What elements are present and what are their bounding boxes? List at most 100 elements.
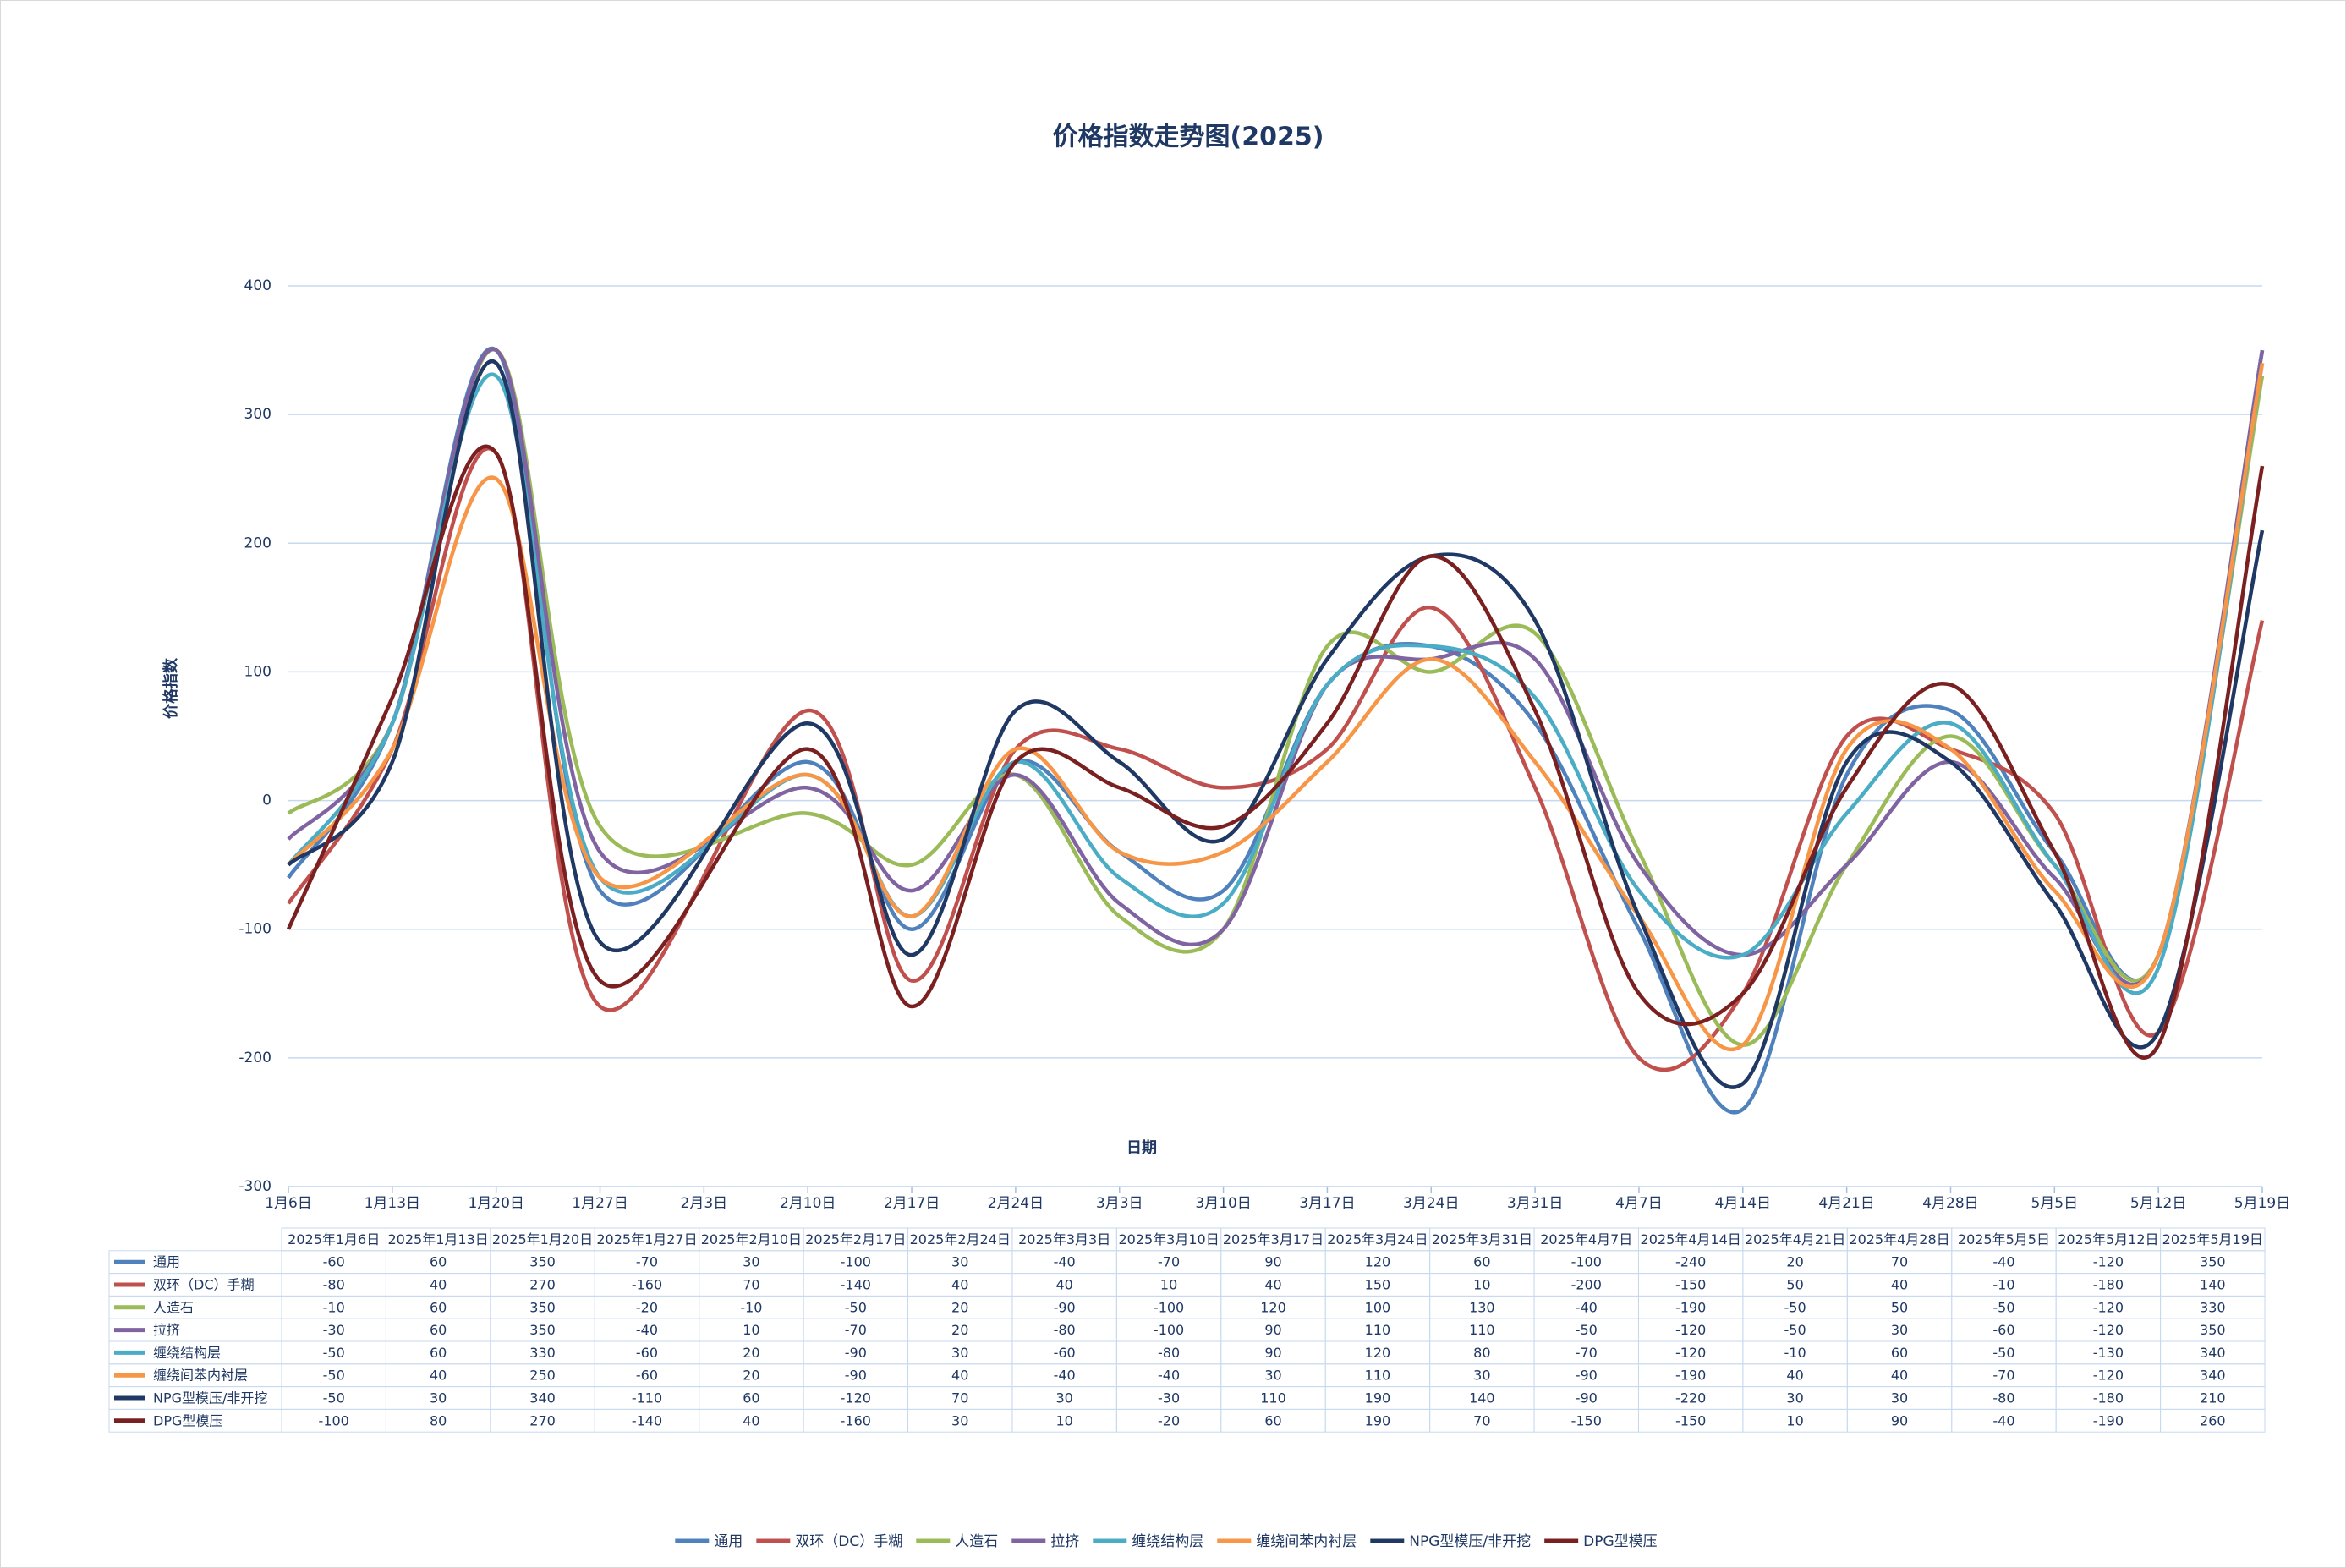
table-header: 2025年4月28日 xyxy=(1849,1231,1949,1247)
table-header: 2025年2月17日 xyxy=(805,1231,906,1247)
table-value: 20 xyxy=(951,1299,968,1315)
table-value: 20 xyxy=(951,1322,968,1338)
table-value: -90 xyxy=(1576,1390,1598,1406)
table-cell xyxy=(2160,1408,2266,1433)
x-tick-label: 1月6日 xyxy=(265,1195,312,1212)
x-tick-label: 4月7日 xyxy=(1615,1195,1663,1212)
table-value: 60 xyxy=(430,1345,447,1361)
table-value: -50 xyxy=(1576,1322,1598,1338)
table-value: -90 xyxy=(845,1368,867,1384)
x-tick-label: 5月19日 xyxy=(2234,1195,2290,1212)
table-value: -50 xyxy=(1992,1345,2014,1361)
table-value: -20 xyxy=(1158,1412,1180,1428)
table-value: 50 xyxy=(1891,1299,1908,1315)
table-value: -60 xyxy=(636,1345,658,1361)
table-header: 2025年3月31日 xyxy=(1432,1231,1532,1247)
table-value: 110 xyxy=(1469,1322,1495,1338)
y-tick-label: 100 xyxy=(244,663,271,680)
x-tick-label: 2月24日 xyxy=(988,1195,1044,1212)
y-tick-label: 0 xyxy=(262,792,271,809)
table-value: 90 xyxy=(1264,1322,1281,1338)
table-value: -80 xyxy=(1992,1390,2014,1406)
x-tick-label: 5月12日 xyxy=(2130,1195,2186,1212)
series-line xyxy=(287,362,2265,1052)
table-header: 2025年5月12日 xyxy=(2058,1231,2158,1247)
table-value: -100 xyxy=(1154,1299,1184,1315)
table-value: -120 xyxy=(841,1390,871,1406)
x-tick-label: 1月20日 xyxy=(468,1195,523,1212)
table-header: 2025年2月10日 xyxy=(701,1231,802,1247)
table-row-header: 缠绕间苯内衬层 xyxy=(153,1368,248,1384)
table-value: -150 xyxy=(1571,1412,1602,1428)
table-value: -150 xyxy=(1675,1277,1706,1293)
table-value: 20 xyxy=(743,1368,759,1384)
legend-label: 缠绕间苯内衬层 xyxy=(1256,1533,1357,1550)
table-value: 120 xyxy=(1365,1345,1391,1361)
table-value: -60 xyxy=(323,1254,345,1270)
table-value: 60 xyxy=(1891,1345,1908,1361)
table-value: -130 xyxy=(2093,1345,2124,1361)
x-tick-label: 2月3日 xyxy=(681,1195,728,1212)
table-value: -60 xyxy=(636,1368,658,1384)
table-value: -40 xyxy=(1158,1368,1180,1384)
table-value: 140 xyxy=(2200,1277,2226,1293)
table-value: 350 xyxy=(2200,1254,2226,1270)
table-value: -50 xyxy=(1992,1299,2014,1315)
legend-label: NPG型模压/非开挖 xyxy=(1409,1533,1531,1550)
table-header: 2025年1月20日 xyxy=(492,1231,593,1247)
table-value: 30 xyxy=(1786,1390,1803,1406)
y-tick-label: 200 xyxy=(244,535,271,551)
table-value: 40 xyxy=(1891,1277,1908,1293)
table-value: 330 xyxy=(2200,1299,2226,1315)
table-value: 190 xyxy=(1365,1390,1391,1406)
legend-label: 双环（DC）手糊 xyxy=(795,1533,902,1550)
table-value: -70 xyxy=(636,1254,658,1270)
table-value: -190 xyxy=(1675,1299,1706,1315)
table-value: 30 xyxy=(1891,1390,1908,1406)
table-value: -70 xyxy=(845,1322,867,1338)
legend-label: 人造石 xyxy=(955,1533,998,1550)
x-tick-label: 3月31日 xyxy=(1507,1195,1563,1212)
table-row-header: 拉挤 xyxy=(153,1322,180,1338)
table-value: 340 xyxy=(2200,1368,2226,1384)
x-tick-label: 4月28日 xyxy=(1922,1195,1978,1212)
table-value: -40 xyxy=(1576,1299,1598,1315)
table-value: 30 xyxy=(951,1254,968,1270)
table-header: 2025年2月24日 xyxy=(910,1231,1011,1247)
table-value: -90 xyxy=(1054,1299,1076,1315)
table-value: 20 xyxy=(1786,1254,1803,1270)
table-value: 70 xyxy=(951,1390,968,1406)
table-value: -40 xyxy=(636,1322,658,1338)
table-value: 330 xyxy=(529,1345,556,1361)
series-line xyxy=(287,362,2265,995)
series-line xyxy=(287,359,2265,1089)
table-value: -10 xyxy=(740,1299,762,1315)
table-value: -120 xyxy=(2093,1299,2124,1315)
table-header: 2025年3月3日 xyxy=(1018,1231,1110,1247)
x-tick-label: 4月21日 xyxy=(1818,1195,1874,1212)
table-value: 30 xyxy=(1891,1322,1908,1338)
y-tick-label: -100 xyxy=(238,921,271,938)
table-value: -50 xyxy=(845,1299,867,1315)
table-value: -180 xyxy=(2093,1277,2124,1293)
table-value: -190 xyxy=(1675,1368,1706,1384)
x-tick-label: 3月3日 xyxy=(1096,1195,1143,1212)
table-header: 2025年4月21日 xyxy=(1745,1231,1845,1247)
x-tick-label: 2月17日 xyxy=(884,1195,940,1212)
table-value: 60 xyxy=(430,1299,447,1315)
table-header: 2025年4月14日 xyxy=(1641,1231,1741,1247)
table-value: -70 xyxy=(1576,1345,1598,1361)
table-value: -80 xyxy=(1054,1322,1076,1338)
table-header: 2025年5月5日 xyxy=(1958,1231,2050,1247)
table-value: 40 xyxy=(1786,1368,1803,1384)
table-value: -100 xyxy=(1154,1322,1184,1338)
table-value: 30 xyxy=(951,1412,968,1428)
table-value: 50 xyxy=(1786,1277,1803,1293)
table-value: -40 xyxy=(1054,1254,1076,1270)
x-tick-label: 1月13日 xyxy=(365,1195,420,1212)
table-value: 70 xyxy=(1891,1254,1908,1270)
table-value: -40 xyxy=(1054,1368,1076,1384)
table-value: 110 xyxy=(1260,1390,1286,1406)
table-value: 70 xyxy=(743,1277,759,1293)
